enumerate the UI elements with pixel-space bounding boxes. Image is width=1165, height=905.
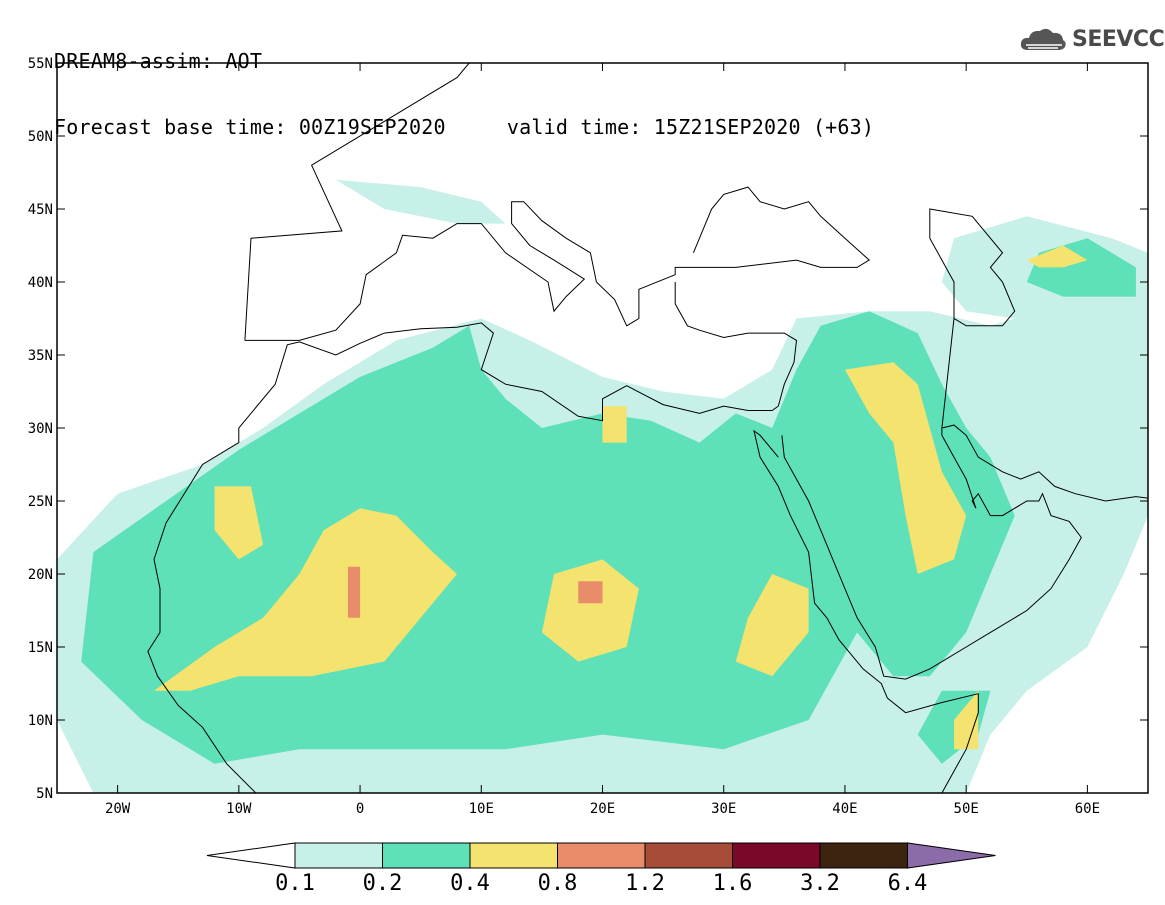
lat-tick-label: 5N — [36, 786, 53, 802]
lon-tick-label: 10W — [226, 801, 252, 817]
aot-region-0_4-7 — [602, 406, 627, 443]
cloud-icon — [1020, 28, 1066, 50]
coastline-4 — [781, 424, 1148, 680]
aot-region-0_1-2 — [335, 179, 506, 224]
lon-tick-label: 30E — [711, 801, 736, 817]
lat-tick-label: 45N — [28, 202, 53, 218]
lon-tick-label: 20E — [590, 801, 615, 817]
aot-region-0_4-6 — [1026, 245, 1088, 268]
aot-region-0_4-0 — [154, 508, 457, 691]
lat-tick-label: 40N — [28, 275, 53, 291]
coastline-0 — [244, 63, 470, 341]
colorbar-level-label: 0.1 — [275, 871, 315, 896]
lon-tick-label: 60E — [1075, 801, 1100, 817]
lat-tick-label: 35N — [28, 348, 53, 364]
coastline-2 — [147, 282, 798, 793]
colorbar-level-label: 0.2 — [363, 871, 403, 896]
seevccc-logo: SEEVCCC — [1018, 22, 1165, 56]
lon-tick-label: 0 — [356, 801, 364, 817]
colorbar-swatch — [294, 842, 383, 869]
lat-tick-label: 55N — [28, 56, 53, 72]
colorbar-level-label: 1.2 — [625, 871, 665, 896]
lon-tick-label: 50E — [954, 801, 979, 817]
colorbar-swatch — [644, 842, 733, 869]
aot-region-0_4-4 — [844, 362, 967, 574]
map-title: DREAM8-assim: AOT — [54, 49, 263, 73]
coastline-1 — [244, 186, 871, 341]
colorbar-level-label: 0.4 — [450, 871, 490, 896]
colorbar-swatch — [382, 842, 471, 869]
coastline-5 — [929, 208, 1016, 429]
colorbar-over-arrow — [907, 842, 996, 869]
colorbar-level-label: 1.6 — [713, 871, 753, 896]
lat-tick-label: 30N — [28, 421, 53, 437]
aot-region-0_4-3 — [735, 574, 809, 677]
forecast-time-subtitle: Forecast base time: 00Z19SEP2020 valid t… — [54, 115, 875, 139]
lat-tick-label: 10N — [28, 713, 53, 729]
aot-region-0_4-5 — [954, 690, 979, 750]
colorbar-swatch — [557, 842, 646, 869]
map-title-block: DREAM8-assim: AOT Forecast base time: 00… — [54, 6, 874, 160]
lon-tick-label: 10E — [469, 801, 494, 817]
colorbar-level-label: 0.8 — [538, 871, 578, 896]
lat-tick-label: 15N — [28, 640, 53, 656]
axis-ticks: 55N 50N 45N 40N 35N 30N 25N 20N 15N 10N 5N 20W 10W 0 1… — [28, 56, 1148, 817]
colorbar-level-label: 3.2 — [800, 871, 840, 896]
logo-text: SEEVCCC — [1072, 26, 1165, 52]
colorbar-level-label: 6.4 — [888, 871, 928, 896]
lon-tick-label: 20W — [105, 801, 131, 817]
lon-tick-label: 40E — [832, 801, 857, 817]
lat-tick-label: 50N — [28, 129, 53, 145]
coastline-3 — [753, 429, 979, 793]
colorbar-swatch — [469, 842, 558, 869]
lat-tick-label: 25N — [28, 494, 53, 510]
colorbar: 0.1 0.2 0.4 0.8 1.2 1.6 3.2 6.4 — [206, 842, 996, 896]
colorbar-swatch — [819, 842, 908, 869]
aot-region-0_8-0 — [347, 566, 361, 618]
aot-region-0_4-2 — [541, 559, 639, 662]
colorbar-under-arrow — [206, 842, 296, 869]
aot-region-0_4-1 — [214, 486, 264, 560]
aot-region-0_8-1 — [578, 581, 603, 604]
aot-contour-fields — [57, 179, 1148, 793]
coastlines-borders — [147, 63, 1148, 793]
lat-tick-label: 20N — [28, 567, 53, 583]
colorbar-swatch — [732, 842, 821, 869]
